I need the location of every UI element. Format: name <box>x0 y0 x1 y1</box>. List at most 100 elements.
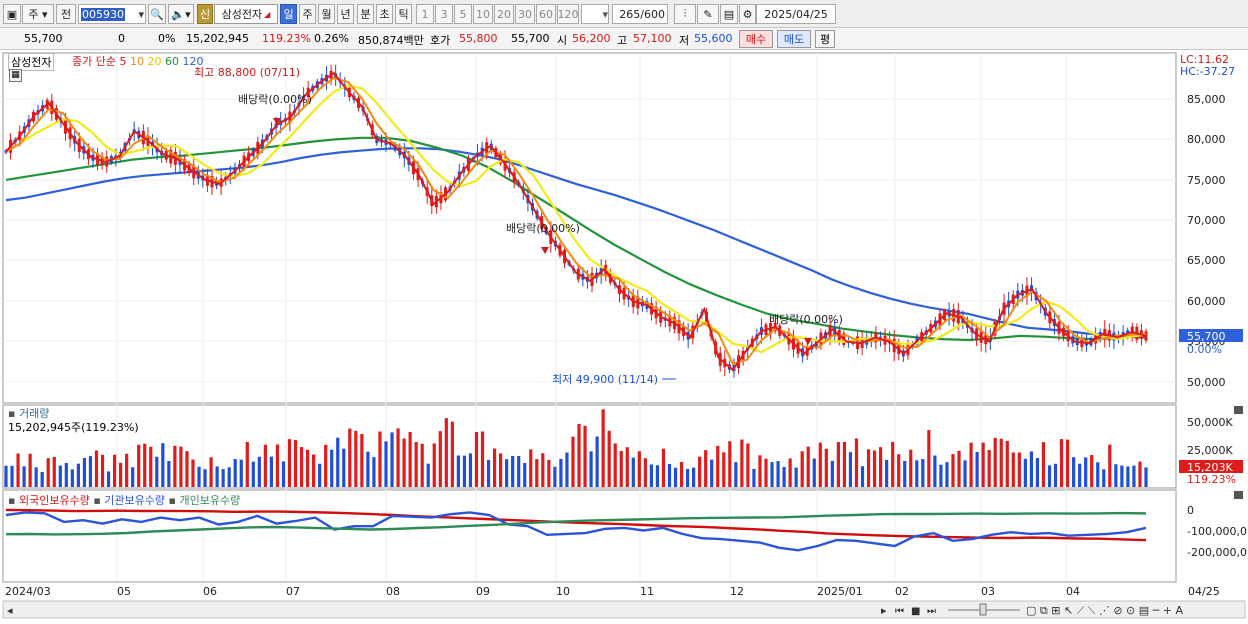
interval-20[interactable]: 20 <box>494 4 514 24</box>
market-selector[interactable]: 주 ▾ <box>22 4 54 24</box>
save-icon[interactable]: ▤ <box>720 4 738 24</box>
turnover-pct: 0.26% <box>314 32 349 45</box>
chart-scrollbar[interactable] <box>2 600 1246 619</box>
prev-button[interactable]: 전 <box>56 4 76 24</box>
volume-bar <box>577 423 581 487</box>
volume-bar <box>613 443 617 487</box>
holdings-y-axis: 0 -100,000,0 -200,000,0 <box>1187 504 1247 559</box>
tool-icons[interactable]: ▢ ⧉ ⊞ ↖ ⟋ ⟍ ⋰ ⊘ ⊙ ▤ ─ + A <box>1026 604 1183 617</box>
volume-bar <box>432 443 436 487</box>
volume-bar <box>137 444 141 487</box>
search-icon[interactable]: 🔍 <box>148 4 166 24</box>
average-button[interactable]: 평 <box>815 30 835 48</box>
count-field[interactable]: 265/600 <box>612 4 668 24</box>
volume-bar <box>324 444 328 487</box>
x-label: 12 <box>730 585 744 598</box>
interval-3[interactable]: 3 <box>435 4 453 24</box>
x-label: 10 <box>556 585 570 598</box>
holdings-panel-close-icon[interactable] <box>1234 491 1243 499</box>
volume-bar <box>872 450 877 487</box>
volume-bar <box>806 446 810 487</box>
volume-bar <box>1011 452 1015 487</box>
interval-1[interactable]: 1 <box>416 4 434 24</box>
period-month[interactable]: 월 <box>318 4 335 24</box>
period-minute[interactable]: 분 <box>357 4 374 24</box>
volume-bar <box>1072 457 1076 487</box>
stock-chart[interactable]: 85,000 80,000 75,000 70,000 65,000 60,00… <box>0 50 1248 621</box>
volume-bar <box>28 453 32 487</box>
volume-bar <box>1065 439 1070 487</box>
interval-5[interactable]: 5 <box>454 4 472 24</box>
interval-30[interactable]: 30 <box>515 4 535 24</box>
volume-bar <box>776 461 780 487</box>
volume-title: 거래량 <box>18 407 50 420</box>
volume-bar <box>511 455 515 487</box>
high-price: 57,100 <box>633 32 672 45</box>
current-price-tag: 55,700 <box>1187 330 1226 343</box>
window-menu-icon[interactable]: ▣ <box>3 4 21 24</box>
gear-icon[interactable]: ⚙ <box>739 4 756 24</box>
zoom-slider-handle[interactable] <box>979 603 987 616</box>
volume-bar <box>879 447 883 487</box>
current-price: 55,700 <box>24 32 63 45</box>
volume-panel-close-icon[interactable] <box>1234 406 1243 414</box>
volume-bar <box>643 458 647 487</box>
buy-button[interactable]: 매수 <box>739 30 773 48</box>
period-day[interactable]: 일 <box>280 4 297 24</box>
stock-tag: 삼성전자 <box>8 53 55 71</box>
volume-bar <box>758 455 762 487</box>
last-page-icon[interactable]: ⏭ <box>927 606 936 617</box>
interval-10[interactable]: 10 <box>473 4 493 24</box>
period-second[interactable]: 초 <box>376 4 393 24</box>
interval-dropdown[interactable]: ▾ <box>581 4 609 24</box>
indicator-icon[interactable]: ⫶ <box>674 4 696 24</box>
period-week[interactable]: 주 <box>299 4 316 24</box>
volume-bar <box>203 469 207 487</box>
x-label: 07 <box>286 585 300 598</box>
volume-bar <box>637 451 641 487</box>
high-label: 고 <box>617 34 628 47</box>
interval-60[interactable]: 60 <box>536 4 556 24</box>
legend-institution: 기관보유수량 <box>104 494 166 507</box>
bid-price: 55,700 <box>511 32 550 45</box>
credit-badge[interactable]: 신 <box>197 4 213 24</box>
stock-code-input[interactable]: 005930 ▾ <box>78 4 146 24</box>
first-page-icon[interactable]: ⏮ <box>895 606 904 617</box>
table-icon[interactable]: ▦ <box>9 69 22 82</box>
y-label: 25,000K <box>1187 444 1233 457</box>
chart-canvas[interactable]: 85,000 80,000 75,000 70,000 65,000 60,00… <box>0 50 1248 621</box>
max-price-label: 최고 88,800 (07/11) <box>194 66 300 79</box>
volume-bar <box>1059 439 1064 487</box>
period-tick[interactable]: 틱 <box>395 4 412 24</box>
date-field[interactable]: 2025/04/25 <box>756 4 836 24</box>
ma20-line <box>5 84 1147 354</box>
ma60-line <box>5 136 1147 342</box>
sound-icon[interactable]: 🔈▾ <box>168 4 194 24</box>
individual-holdings-line <box>5 511 1147 536</box>
volume-bar <box>360 433 364 487</box>
volume-bar <box>233 459 237 487</box>
volume-bar <box>149 446 153 487</box>
volume-bar <box>553 466 557 487</box>
draw-tool-icon[interactable]: ✎ <box>697 4 719 24</box>
interval-120[interactable]: 120 <box>557 4 579 24</box>
legend-foreign: 외국인보유수량 <box>18 494 90 507</box>
scroll-left-icon[interactable]: ◂ <box>7 604 13 617</box>
scroll-right-icon[interactable]: ▸ <box>881 604 887 617</box>
volume-bar <box>58 465 62 487</box>
volume-tag-bg <box>1179 460 1243 473</box>
volume-bar <box>70 469 74 487</box>
volume-bar <box>601 409 605 487</box>
volume-bar <box>131 467 135 487</box>
period-year[interactable]: 년 <box>337 4 354 24</box>
stop-icon[interactable]: ■ <box>911 606 920 617</box>
ma-legend-20: 20 <box>147 55 162 68</box>
sell-button[interactable]: 매도 <box>777 30 811 48</box>
volume-bar <box>1126 466 1130 487</box>
volume-bar <box>372 457 376 487</box>
volume-bar <box>655 465 660 487</box>
volume-bar <box>909 449 913 487</box>
volume-bar <box>396 428 400 487</box>
volume-bar <box>22 466 26 487</box>
volume-bar <box>390 432 394 487</box>
